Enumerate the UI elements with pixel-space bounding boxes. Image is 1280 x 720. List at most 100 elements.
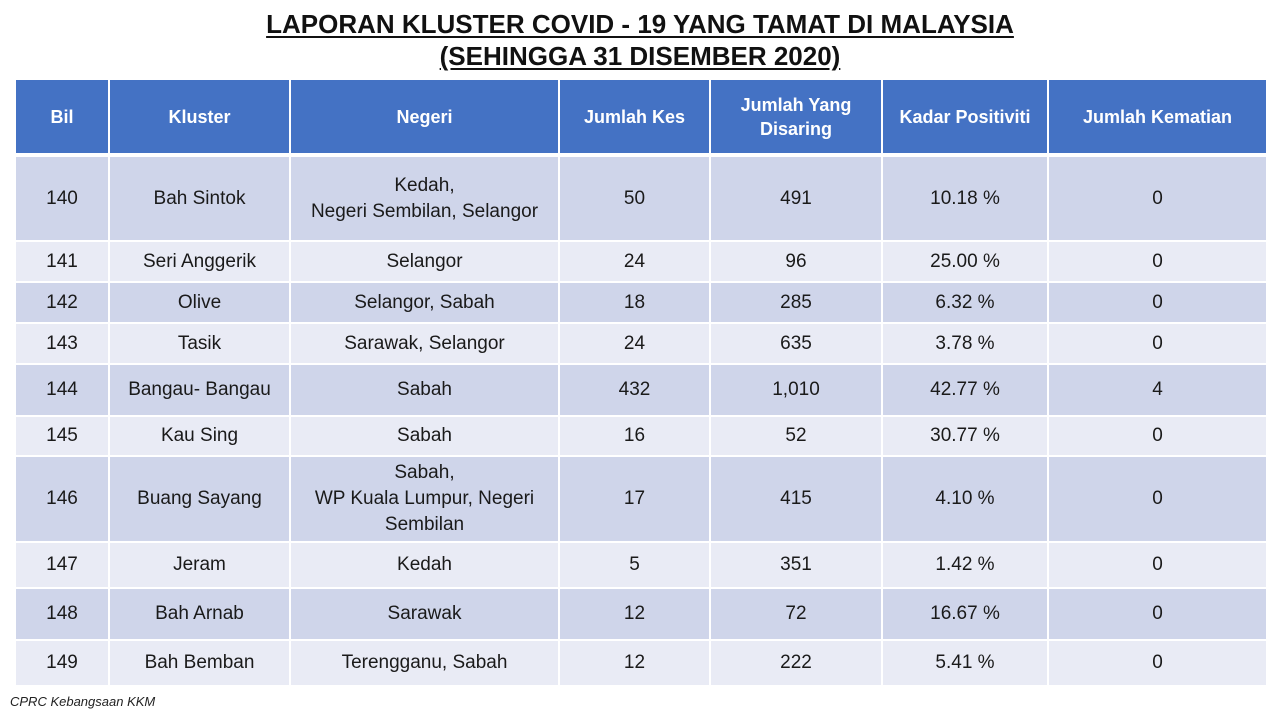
table-row: 141 Seri Anggerik Selangor 24 96 25.00 %… (14, 240, 1268, 283)
cell-bil: 140 (14, 153, 110, 242)
table-row: 149 Bah Bemban Terengganu, Sabah 12 222 … (14, 639, 1268, 687)
cell-bil: 147 (14, 541, 110, 589)
cell-bil: 141 (14, 240, 110, 283)
cell-jumlah-kes: 12 (558, 639, 711, 687)
cell-bil: 143 (14, 322, 110, 365)
cell-negeri: Sabah (289, 415, 560, 457)
cell-negeri: Sabah (289, 363, 560, 417)
negeri-line: Sembilan (384, 514, 465, 535)
cell-kluster: Bangau- Bangau (108, 363, 291, 417)
header-bil: Bil (14, 78, 110, 156)
header-jumlah-disaring-line-2: Disaring (759, 118, 833, 139)
cell-jumlah-kematian: 0 (1047, 455, 1268, 543)
cell-kadar-positiviti: 25.00 % (881, 240, 1049, 283)
cell-negeri: Terengganu, Sabah (289, 639, 560, 687)
cell-jumlah-disaring: 72 (709, 587, 883, 641)
cell-jumlah-disaring: 491 (709, 153, 883, 242)
title-line-2: (SEHINGGA 31 DISEMBER 2020) (439, 41, 841, 71)
header-kadar-positiviti: Kadar Positiviti (881, 78, 1049, 156)
table-header-row: Bil Kluster Negeri Jumlah Kes Jumlah Yan… (14, 78, 1268, 156)
cell-jumlah-kes: 432 (558, 363, 711, 417)
title-line-1: LAPORAN KLUSTER COVID - 19 YANG TAMAT DI… (266, 9, 1014, 39)
cell-jumlah-disaring: 285 (709, 281, 883, 324)
cell-jumlah-kes: 12 (558, 587, 711, 641)
cell-bil: 148 (14, 587, 110, 641)
header-jumlah-disaring-line-1: Jumlah Yang (740, 94, 852, 115)
cell-jumlah-disaring: 415 (709, 455, 883, 543)
cell-jumlah-kes: 17 (558, 455, 711, 543)
cell-kadar-positiviti: 3.78 % (881, 322, 1049, 365)
cell-kluster: Tasik (108, 322, 291, 365)
cell-jumlah-kematian: 0 (1047, 153, 1268, 242)
header-kluster: Kluster (108, 78, 291, 156)
cell-negeri: Sarawak (289, 587, 560, 641)
cell-kluster: Jeram (108, 541, 291, 589)
cell-jumlah-kes: 18 (558, 281, 711, 324)
header-jumlah-disaring: Jumlah Yang Disaring (709, 78, 883, 156)
table-row: 142 Olive Selangor, Sabah 18 285 6.32 % … (14, 281, 1268, 324)
table-row: 143 Tasik Sarawak, Selangor 24 635 3.78 … (14, 322, 1268, 365)
cell-jumlah-disaring: 96 (709, 240, 883, 283)
cell-negeri: Sarawak, Selangor (289, 322, 560, 365)
cell-jumlah-disaring: 52 (709, 415, 883, 457)
cell-jumlah-kematian: 4 (1047, 363, 1268, 417)
cell-jumlah-kematian: 0 (1047, 281, 1268, 324)
cell-jumlah-kematian: 0 (1047, 541, 1268, 589)
cell-jumlah-disaring: 635 (709, 322, 883, 365)
cell-jumlah-kes: 5 (558, 541, 711, 589)
cell-kadar-positiviti: 30.77 % (881, 415, 1049, 457)
table-row: 144 Bangau- Bangau Sabah 432 1,010 42.77… (14, 363, 1268, 417)
negeri-line: Kedah, (394, 174, 455, 196)
cell-jumlah-kematian: 0 (1047, 587, 1268, 641)
cell-kluster: Seri Anggerik (108, 240, 291, 283)
cell-jumlah-kematian: 0 (1047, 240, 1268, 283)
cell-kadar-positiviti: 16.67 % (881, 587, 1049, 641)
negeri-line: Negeri Sembilan, Selangor (310, 200, 539, 222)
cell-kluster: Kau Sing (108, 415, 291, 457)
cell-bil: 146 (14, 455, 110, 543)
cell-negeri: Selangor, Sabah (289, 281, 560, 324)
cell-bil: 149 (14, 639, 110, 687)
table-row: 140 Bah Sintok Kedah, Negeri Sembilan, S… (14, 153, 1268, 242)
cell-kadar-positiviti: 10.18 % (881, 153, 1049, 242)
header-negeri: Negeri (289, 78, 560, 156)
cell-kadar-positiviti: 6.32 % (881, 281, 1049, 324)
table-row: 146 Buang Sayang Sabah, WP Kuala Lumpur,… (14, 455, 1268, 543)
cluster-table: Bil Kluster Negeri Jumlah Kes Jumlah Yan… (14, 78, 1268, 687)
cell-kluster: Bah Sintok (108, 153, 291, 242)
table-row: 148 Bah Arnab Sarawak 12 72 16.67 % 0 (14, 587, 1268, 641)
cell-kadar-positiviti: 4.10 % (881, 455, 1049, 543)
header-jumlah-kes: Jumlah Kes (558, 78, 711, 156)
source-credit: CPRC Kebangsaan KKM (10, 694, 156, 709)
cell-jumlah-disaring: 1,010 (709, 363, 883, 417)
cell-jumlah-kematian: 0 (1047, 322, 1268, 365)
negeri-line: WP Kuala Lumpur, Negeri (314, 488, 535, 509)
cell-jumlah-kes: 50 (558, 153, 711, 242)
cell-kadar-positiviti: 42.77 % (881, 363, 1049, 417)
cell-negeri: Sabah, WP Kuala Lumpur, Negeri Sembilan (289, 455, 560, 543)
cell-negeri: Kedah, Negeri Sembilan, Selangor (289, 153, 560, 242)
cell-jumlah-disaring: 351 (709, 541, 883, 589)
cell-jumlah-kematian: 0 (1047, 415, 1268, 457)
cell-kluster: Bah Arnab (108, 587, 291, 641)
cell-kadar-positiviti: 5.41 % (881, 639, 1049, 687)
page-title: LAPORAN KLUSTER COVID - 19 YANG TAMAT DI… (0, 0, 1280, 72)
cell-kluster: Bah Bemban (108, 639, 291, 687)
cell-jumlah-disaring: 222 (709, 639, 883, 687)
cell-kadar-positiviti: 1.42 % (881, 541, 1049, 589)
negeri-line: Sabah, (394, 462, 455, 483)
cell-bil: 145 (14, 415, 110, 457)
cell-jumlah-kematian: 0 (1047, 639, 1268, 687)
cell-negeri: Selangor (289, 240, 560, 283)
cell-jumlah-kes: 16 (558, 415, 711, 457)
cell-jumlah-kes: 24 (558, 322, 711, 365)
cell-negeri: Kedah (289, 541, 560, 589)
table-row: 145 Kau Sing Sabah 16 52 30.77 % 0 (14, 415, 1268, 457)
table-row: 147 Jeram Kedah 5 351 1.42 % 0 (14, 541, 1268, 589)
cell-bil: 144 (14, 363, 110, 417)
cell-jumlah-kes: 24 (558, 240, 711, 283)
cell-bil: 142 (14, 281, 110, 324)
cell-kluster: Buang Sayang (108, 455, 291, 543)
cell-kluster: Olive (108, 281, 291, 324)
